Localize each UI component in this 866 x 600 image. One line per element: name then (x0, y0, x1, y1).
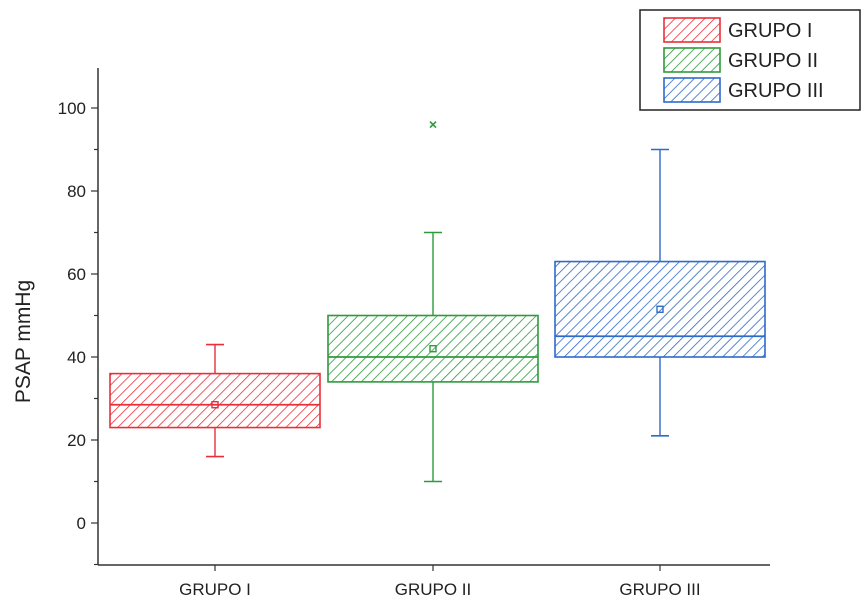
box-1 (109, 343, 321, 458)
x-tick-label: GRUPO I (179, 580, 251, 599)
legend-label: GRUPO I (728, 20, 812, 42)
y-tick-label: 20 (67, 431, 86, 450)
iqr-box (327, 314, 539, 383)
mean-marker (656, 305, 664, 313)
y-axis-title: PSAP mmHg (12, 280, 35, 403)
legend-swatch (663, 77, 721, 103)
y-tick-label: 80 (67, 182, 86, 201)
x-tick-label: GRUPO III (619, 580, 700, 599)
outlier-point (429, 121, 437, 129)
box-3 (554, 148, 766, 437)
y-tick-label: 0 (77, 514, 86, 533)
legend-label: GRUPO III (728, 80, 824, 102)
box-2 (327, 121, 539, 483)
iqr-box (554, 260, 766, 358)
legend: GRUPO I GRUPO II GRUPO III (639, 9, 861, 111)
mean-marker (211, 401, 219, 409)
axes: 0 20 40 60 80 100 PSAP mmHg GRUPO I GRUPO II GRUP… (12, 68, 770, 599)
y-tick-label: 40 (67, 348, 86, 367)
y-tick-label: 60 (67, 265, 86, 284)
boxes (109, 121, 766, 483)
legend-label: GRUPO II (728, 50, 818, 72)
iqr-box (109, 372, 321, 429)
legend-swatch (663, 17, 721, 43)
y-tick-label: 100 (58, 99, 86, 118)
x-tick-label: GRUPO II (395, 580, 472, 599)
mean-marker (429, 345, 437, 353)
legend-swatch (663, 47, 721, 73)
